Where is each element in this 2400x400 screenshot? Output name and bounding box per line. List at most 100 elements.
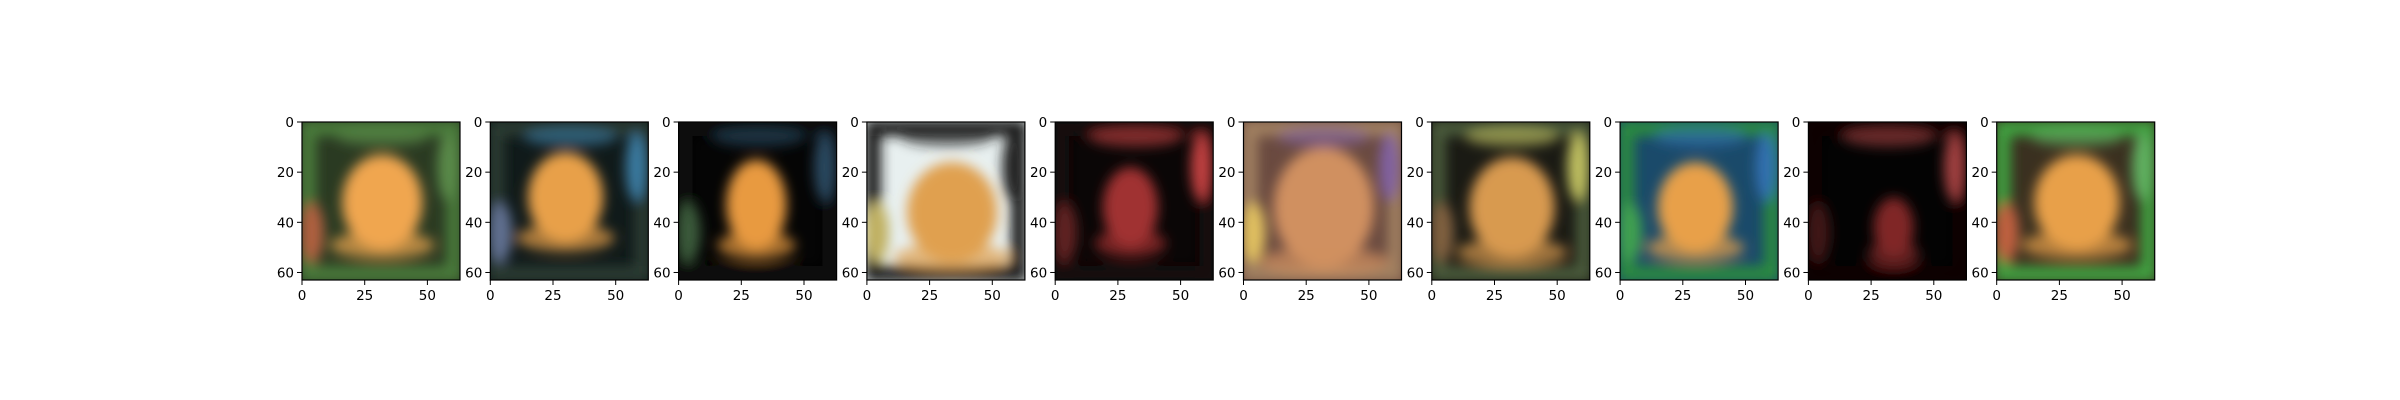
image-panel-8: 0 25 50 0 20 40 60 xyxy=(1595,115,1779,304)
generated-image-7 xyxy=(1431,122,1590,280)
x-tick-label: 50 xyxy=(607,288,624,304)
image-accent-top xyxy=(901,127,994,148)
y-tick-label: 60 xyxy=(842,265,859,281)
y-tick-label: 60 xyxy=(1595,265,1612,281)
image-accent-left xyxy=(1808,202,1831,263)
y-tick-label: 40 xyxy=(1783,215,1800,231)
x-tick-label: 25 xyxy=(1674,288,1691,304)
y-tick-label: 0 xyxy=(662,115,671,131)
y-tick-label: 40 xyxy=(842,215,859,231)
image-accent-left xyxy=(1055,202,1078,263)
y-tick-label: 60 xyxy=(1218,265,1235,281)
y-tick-label: 40 xyxy=(1972,215,1989,231)
y-tick-label: 20 xyxy=(1218,165,1235,181)
image-accent-right xyxy=(1755,133,1776,202)
x-tick-label: 25 xyxy=(1486,288,1503,304)
y-tick-label: 20 xyxy=(277,165,294,181)
image-subject-base xyxy=(717,231,796,260)
x-tick-label: 25 xyxy=(733,288,750,304)
y-tick-label: 0 xyxy=(1604,115,1613,131)
axes-frame xyxy=(1619,121,1779,281)
y-tick-label: 0 xyxy=(474,115,483,131)
y-tick-label: 20 xyxy=(465,165,482,181)
image-subject-base xyxy=(1258,247,1389,276)
x-tick-label: 50 xyxy=(984,288,1001,304)
x-tick-label: 50 xyxy=(1549,288,1566,304)
y-tick-label: 40 xyxy=(465,215,482,231)
y-tick-label: 40 xyxy=(653,215,670,231)
y-tick-label: 20 xyxy=(1972,165,1989,181)
axes-frame xyxy=(677,121,838,281)
axes-frame xyxy=(489,121,649,281)
y-tick-label: 20 xyxy=(1595,165,1612,181)
image-panel-3: 0 25 50 0 20 40 60 xyxy=(653,115,838,304)
x-tick-label: 50 xyxy=(2114,288,2131,304)
y-tick-label: 40 xyxy=(1030,215,1047,231)
axes-frame xyxy=(1242,121,1403,281)
x-tick-label: 0 xyxy=(1804,288,1813,304)
image-accent-left xyxy=(490,202,513,263)
image-accent-top xyxy=(2030,127,2123,148)
generated-image-3 xyxy=(678,122,837,280)
image-subject-base xyxy=(1646,233,1745,262)
y-tick-label: 60 xyxy=(1407,265,1424,281)
axes-frame xyxy=(1431,121,1591,281)
image-accent-top xyxy=(1466,127,1559,148)
image-subject-base xyxy=(1867,240,1920,269)
y-tick-label: 20 xyxy=(1407,165,1424,181)
image-accent-right xyxy=(1002,133,1023,202)
y-tick-label: 60 xyxy=(653,265,670,281)
image-accent-left xyxy=(866,202,889,263)
image-panel-4: 0 25 50 0 20 40 60 xyxy=(842,115,1026,304)
image-subject-blob xyxy=(1469,157,1555,258)
y-tick-label: 0 xyxy=(1227,115,1236,131)
y-tick-label: 40 xyxy=(1218,215,1235,231)
image-accent-right xyxy=(1567,133,1588,202)
axes-frame xyxy=(301,121,461,281)
x-tick-label: 25 xyxy=(544,288,561,304)
y-tick-label: 60 xyxy=(277,265,294,281)
y-tick-label: 40 xyxy=(277,215,294,231)
generated-image-4 xyxy=(866,122,1025,280)
image-panel-6: 0 25 50 0 20 40 60 xyxy=(1218,115,1403,304)
image-accent-right xyxy=(625,133,646,202)
y-tick-label: 0 xyxy=(1792,115,1801,131)
image-subject-blob xyxy=(527,152,604,243)
x-tick-label: 25 xyxy=(356,288,373,304)
x-tick-label: 25 xyxy=(1109,288,1126,304)
y-tick-label: 40 xyxy=(1595,215,1612,231)
image-subject-base xyxy=(893,243,1011,272)
x-tick-label: 0 xyxy=(674,288,683,304)
axes-frame xyxy=(866,121,1026,281)
y-tick-label: 0 xyxy=(850,115,859,131)
x-tick-label: 25 xyxy=(1863,288,1880,304)
image-accent-top xyxy=(1842,127,1935,148)
x-tick-label: 0 xyxy=(298,288,307,304)
x-tick-label: 50 xyxy=(1737,288,1754,304)
y-tick-label: 40 xyxy=(1407,215,1424,231)
image-accent-top xyxy=(1277,127,1370,148)
x-tick-label: 50 xyxy=(419,288,436,304)
axes-frame xyxy=(1807,121,1968,281)
x-tick-label: 0 xyxy=(1051,288,1060,304)
image-panel-1: 0 25 50 0 20 40 60 xyxy=(277,115,461,304)
generated-image-10 xyxy=(1996,122,2155,280)
image-panel-2: 0 25 50 0 20 40 60 xyxy=(465,115,649,304)
x-tick-label: 0 xyxy=(863,288,872,304)
image-subject-blob xyxy=(1273,147,1374,268)
generated-image-1 xyxy=(302,122,460,280)
x-tick-label: 50 xyxy=(1360,288,1377,304)
x-tick-label: 25 xyxy=(921,288,938,304)
x-tick-label: 50 xyxy=(1172,288,1189,304)
image-subject-blob xyxy=(2034,154,2120,250)
image-accent-top xyxy=(712,127,805,148)
image-accent-right xyxy=(814,133,835,202)
image-accent-top xyxy=(524,127,617,148)
y-tick-label: 0 xyxy=(1039,115,1048,131)
generated-image-8 xyxy=(1620,122,1779,280)
image-subject-base xyxy=(1094,229,1167,258)
y-tick-label: 60 xyxy=(1783,265,1800,281)
image-subject-blob xyxy=(1657,162,1733,253)
